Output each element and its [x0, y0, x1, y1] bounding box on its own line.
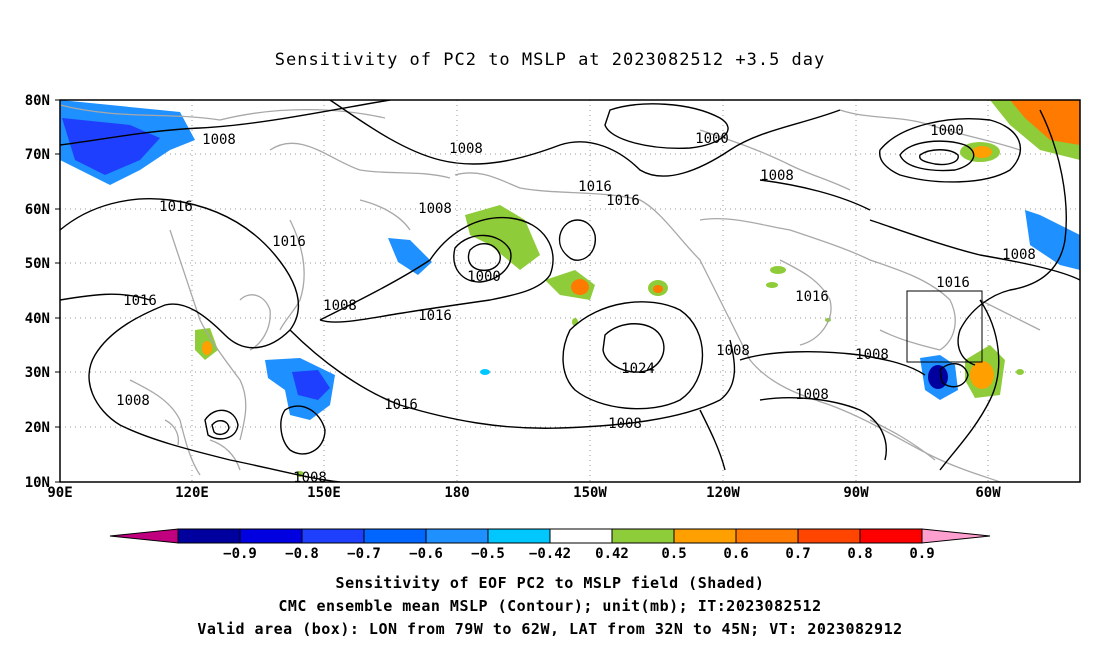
contour-label: 1024 — [621, 361, 655, 377]
colorbar-swatch — [797, 528, 861, 544]
contour-label: 1016 — [123, 293, 157, 309]
lon-label: 120E — [175, 485, 209, 501]
lat-label: 50N — [25, 256, 50, 272]
colorbar-swatch — [301, 528, 365, 544]
contour-label: 1016 — [159, 199, 193, 215]
contour-label: 1016 — [606, 193, 640, 209]
contour-label: 1008 — [716, 343, 750, 359]
colorbar-swatch — [735, 528, 799, 544]
colorbar-label: −0.8 — [285, 546, 319, 562]
contour-label: 1008 — [202, 132, 236, 148]
contour-label: 1008 — [418, 201, 452, 217]
lon-label: 120W — [706, 485, 740, 501]
lon-label: 180 — [444, 485, 469, 501]
colorbar-label: −0.42 — [529, 546, 571, 562]
colorbar-label: 0.7 — [785, 546, 810, 562]
lon-label: 60W — [975, 485, 1001, 501]
contour-label: 1008 — [293, 470, 327, 486]
contour-label: 1016 — [936, 275, 970, 291]
contour-label: 1016 — [795, 289, 829, 305]
colorbar-swatch — [425, 528, 489, 544]
colorbar-swatch — [363, 528, 427, 544]
colorbar-arrow-right — [921, 528, 991, 544]
colorbar-swatch — [487, 528, 551, 544]
contour-label: 1008 — [795, 387, 829, 403]
contour-label: 1016 — [578, 179, 612, 195]
lon-label: 150E — [307, 485, 341, 501]
colorbar-arrow-left — [109, 528, 179, 544]
lon-label: 90E — [47, 485, 72, 501]
lat-label: 80N — [25, 93, 50, 109]
footer-line-1: Sensitivity of EOF PC2 to MSLP field (Sh… — [335, 574, 765, 592]
colorbar-swatch — [673, 528, 737, 544]
valid-area-box — [906, 290, 983, 363]
contour-labels: 1008 1008 1000 1008 1000 1016 1016 1016 … — [116, 123, 1036, 486]
colorbar-swatch — [549, 528, 613, 544]
contour-label: 1016 — [384, 397, 418, 413]
shaded-sensitivity — [60, 100, 1080, 477]
colorbar-swatch — [177, 528, 241, 544]
colorbar-label: 0.6 — [723, 546, 748, 562]
contour-label: 1008 — [116, 393, 150, 409]
colorbar-label: −0.7 — [347, 546, 381, 562]
colorbar-label: −0.6 — [409, 546, 443, 562]
lat-label: 60N — [25, 202, 50, 218]
colorbar-label: 0.8 — [847, 546, 872, 562]
footer-line-2: CMC ensemble mean MSLP (Contour); unit(m… — [278, 597, 822, 615]
colorbar-swatch — [859, 528, 923, 544]
colorbar-label: −0.5 — [471, 546, 505, 562]
colorbar-swatch — [611, 528, 675, 544]
lat-label: 10N — [25, 475, 50, 491]
mslp-contours — [60, 100, 1080, 482]
contour-label: 1008 — [760, 168, 794, 184]
colorbar-label: −0.9 — [223, 546, 257, 562]
contour-label: 1000 — [467, 269, 501, 285]
contour-label: 1000 — [930, 123, 964, 139]
contour-label: 1016 — [418, 308, 452, 324]
lon-label: 150W — [573, 485, 607, 501]
contour-label: 1008 — [855, 347, 889, 363]
contour-label: 1008 — [323, 298, 357, 314]
contour-label: 1008 — [1002, 247, 1036, 263]
longitude-axis: 90E 120E 150E 180 150W 120W 90W 60W — [47, 485, 1001, 501]
lat-label: 40N — [25, 311, 50, 327]
lat-label: 70N — [25, 147, 50, 163]
lon-label: 90W — [843, 485, 869, 501]
colorbar-label: 0.42 — [595, 546, 629, 562]
lat-label: 20N — [25, 420, 50, 436]
contour-label: 1016 — [272, 234, 306, 250]
footer-line-3: Valid area (box): LON from 79W to 62W, L… — [197, 620, 903, 638]
contour-label: 1008 — [608, 416, 642, 432]
lat-label: 30N — [25, 365, 50, 381]
contour-label: 1008 — [449, 141, 483, 157]
latitude-axis: 80N 70N 60N 50N 40N 30N 20N 10N — [25, 93, 50, 491]
map-title: Sensitivity of PC2 to MSLP at 2023082512… — [274, 50, 826, 70]
contour-label: 1000 — [695, 131, 729, 147]
colorbar-swatch — [239, 528, 303, 544]
colorbar: −0.9 −0.8 −0.7 −0.6 −0.5 −0.42 0.42 0.5 0.6 0.7 0.… — [109, 528, 991, 562]
colorbar-label: 0.5 — [661, 546, 686, 562]
lat-ticks — [55, 99, 60, 483]
plot-frame — [59, 99, 1081, 483]
colorbar-label: 0.9 — [909, 546, 934, 562]
coastlines — [60, 104, 1041, 482]
